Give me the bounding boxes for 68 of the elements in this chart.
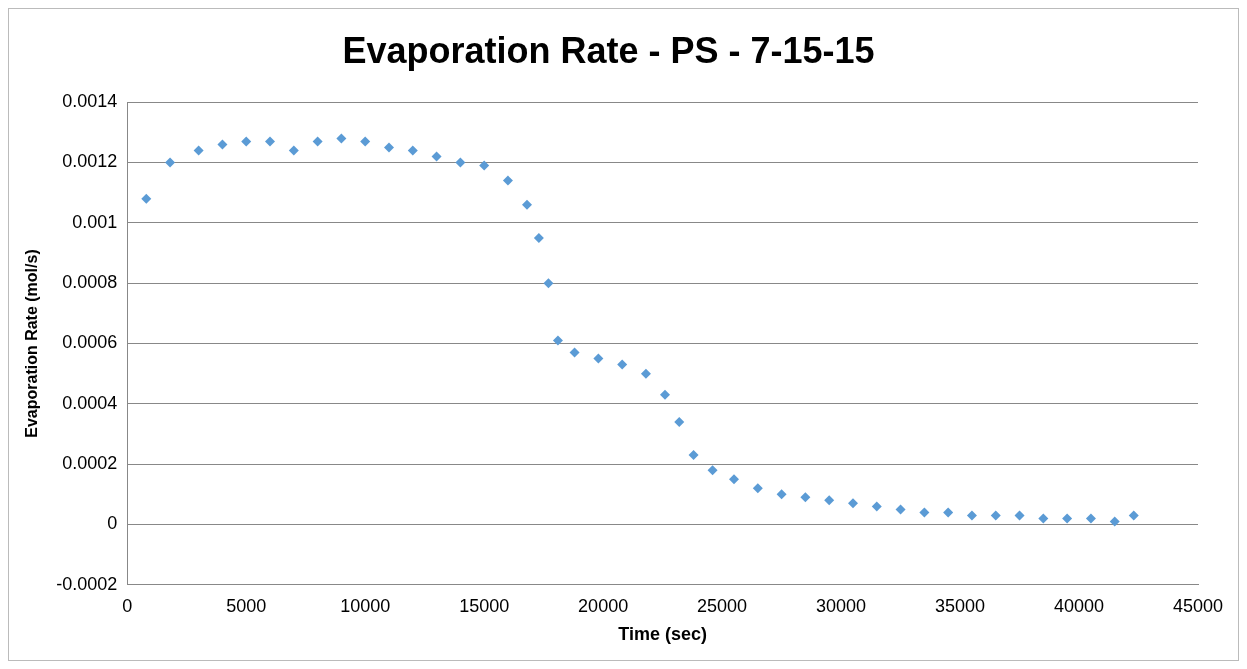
point [141,193,152,204]
y-tick-label: 0.0006 [62,332,118,353]
point [895,504,906,515]
point [752,483,763,494]
x-tick-label: 20000 [578,595,629,616]
point [543,278,554,289]
x-tick-label: 35000 [935,595,986,616]
point [1085,513,1096,524]
point [431,151,442,162]
point [522,199,532,210]
y-tick-label: 0.0012 [62,151,118,172]
point [1109,516,1120,527]
y-tick-label: 0.0004 [62,392,118,413]
point [193,145,204,156]
point [360,136,371,147]
point [1062,513,1073,524]
point [919,507,930,518]
chart-title: Evaporation Rate - PS - 7-15-15 [342,29,875,71]
point [707,465,718,476]
y-axis-title: Evaporation Rate (mol/s) [23,249,41,438]
point [455,157,466,168]
y-tick-label: 0.0002 [62,453,118,474]
point [847,498,858,509]
point [617,359,628,370]
point [1038,513,1049,524]
point [729,474,740,485]
y-tick-label: 0.0008 [62,272,118,293]
point [776,489,787,500]
x-tick-label: 40000 [1054,595,1105,616]
point [990,510,1001,521]
point [593,353,604,364]
y-tick-label: 0 [107,513,118,534]
point [1014,510,1025,521]
point [966,510,977,521]
point [407,145,418,156]
point [1128,510,1139,521]
point [871,501,882,512]
point [241,136,252,147]
y-tick-label: 0.001 [72,211,118,232]
point [479,160,490,171]
x-tick-label: 45000 [1172,595,1224,616]
point [800,492,811,503]
y-tick-label: 0.0014 [62,91,118,112]
point [674,416,685,427]
y-tick-label: -0.0002 [56,573,118,594]
point [688,450,699,461]
point [165,157,176,168]
point [265,136,276,147]
point [383,142,394,153]
point [533,232,544,243]
x-tick-label: 15000 [459,595,510,616]
point [552,335,563,346]
point [217,139,228,150]
point [824,495,835,506]
x-tick-label: 25000 [697,595,748,616]
x-tick-label: 10000 [340,595,391,616]
point [660,389,670,400]
x-tick-label: 30000 [816,595,867,616]
point [312,136,323,147]
point [288,145,299,156]
point [943,507,954,518]
point [336,133,347,144]
x-tick-label: 5000 [226,595,267,616]
x-axis-title: Time (sec) [618,624,707,645]
point [502,175,513,186]
point [640,368,651,379]
x-tick-label: 0 [122,595,133,616]
point [569,347,580,358]
